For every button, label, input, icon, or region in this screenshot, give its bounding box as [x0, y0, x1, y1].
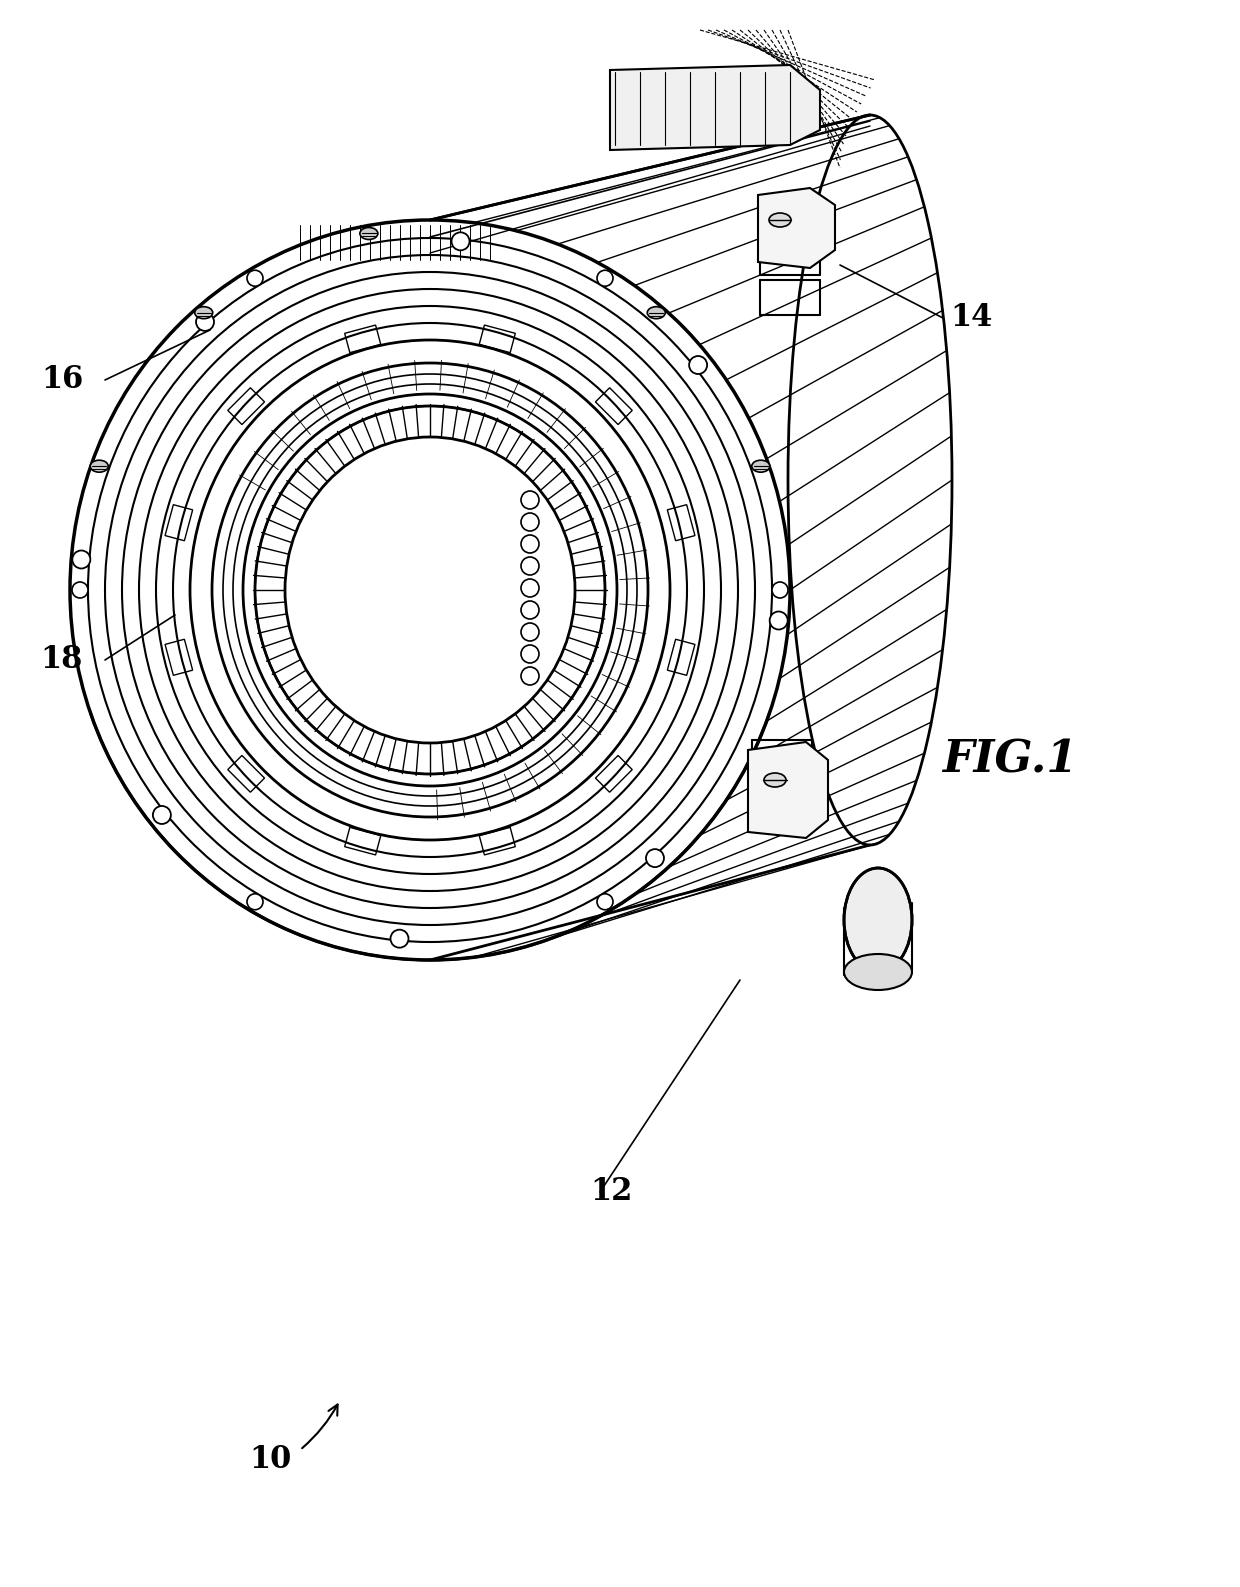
Ellipse shape: [764, 773, 786, 787]
Ellipse shape: [521, 535, 539, 552]
Text: 14: 14: [950, 303, 992, 333]
Ellipse shape: [521, 557, 539, 574]
Ellipse shape: [72, 551, 91, 568]
Ellipse shape: [153, 806, 171, 824]
Ellipse shape: [72, 582, 88, 598]
Polygon shape: [748, 743, 828, 838]
Text: 16: 16: [41, 365, 83, 395]
Ellipse shape: [773, 582, 787, 598]
Ellipse shape: [689, 355, 707, 375]
Ellipse shape: [521, 490, 539, 509]
Ellipse shape: [646, 849, 663, 867]
Text: FIG.1: FIG.1: [942, 738, 1078, 781]
Ellipse shape: [521, 601, 539, 619]
Ellipse shape: [391, 930, 408, 947]
Ellipse shape: [195, 306, 213, 319]
Ellipse shape: [521, 644, 539, 663]
Ellipse shape: [596, 270, 613, 286]
Ellipse shape: [521, 513, 539, 532]
Ellipse shape: [769, 213, 791, 227]
Ellipse shape: [770, 611, 787, 630]
Ellipse shape: [521, 667, 539, 686]
Ellipse shape: [521, 624, 539, 641]
Ellipse shape: [91, 460, 108, 473]
Polygon shape: [610, 65, 820, 151]
Ellipse shape: [451, 232, 470, 251]
Ellipse shape: [255, 406, 605, 774]
Ellipse shape: [247, 270, 263, 286]
Ellipse shape: [844, 954, 911, 990]
Ellipse shape: [285, 436, 575, 743]
Ellipse shape: [360, 227, 378, 240]
Ellipse shape: [362, 519, 498, 662]
Ellipse shape: [751, 460, 770, 473]
Text: 12: 12: [590, 1176, 634, 1208]
Ellipse shape: [844, 868, 911, 971]
Ellipse shape: [521, 579, 539, 597]
Text: 18: 18: [41, 644, 83, 676]
Text: 10: 10: [249, 1444, 291, 1476]
Ellipse shape: [196, 313, 215, 330]
Ellipse shape: [596, 893, 613, 909]
Ellipse shape: [247, 893, 263, 909]
Ellipse shape: [647, 306, 666, 319]
Polygon shape: [758, 187, 835, 268]
